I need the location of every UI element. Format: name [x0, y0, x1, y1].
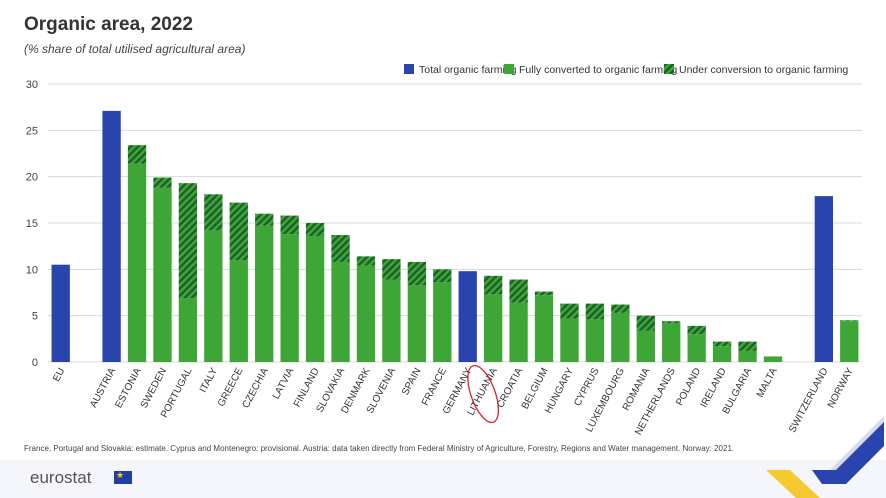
bar-fully-converted-hungary [560, 318, 579, 362]
bar-fully-converted-latvia [280, 234, 299, 362]
bar-fully-converted-ireland [712, 346, 732, 362]
bar-fully-converted-malta [763, 356, 783, 362]
bar-under-conversion-belgium [534, 291, 554, 296]
eu-flag-icon: ★ [114, 470, 132, 484]
bar-under-conversion-slovakia [331, 235, 350, 262]
bar-fully-converted-slovenia [382, 279, 401, 362]
y-tick-label: 30 [26, 79, 38, 91]
y-tick-label: 15 [26, 218, 38, 230]
bar-under-conversion-france [433, 269, 452, 283]
bar-fully-converted-france [433, 282, 452, 362]
bar-fully-converted-spain [407, 285, 427, 362]
bar-under-conversion-latvia [280, 215, 299, 235]
bar-fully-converted-croatia [509, 302, 528, 362]
bar-fully-converted-belgium [534, 295, 554, 362]
bar-fully-converted-slovakia [331, 261, 350, 362]
legend-label: Total organic farming [419, 64, 517, 76]
chart-subtitle: (% share of total utilised agricultural … [24, 42, 246, 56]
bar-under-conversion-poland [687, 325, 706, 335]
bar-fully-converted-romania [636, 330, 655, 362]
bar-under-conversion-spain [407, 261, 427, 286]
bar-fully-converted-netherlands [662, 323, 681, 362]
bar-total-eu [51, 264, 70, 362]
y-tick-label: 0 [32, 357, 38, 369]
bar-under-conversion-ireland [712, 341, 732, 347]
bar-fully-converted-bulgaria [738, 350, 757, 362]
bar-fully-converted-finland [305, 235, 325, 362]
y-tick-label: 20 [26, 172, 38, 184]
bar-under-conversion-czechia [255, 213, 274, 226]
bar-under-conversion-norway [840, 320, 859, 322]
y-tick-label: 10 [26, 264, 38, 276]
bar-under-conversion-greece [229, 202, 248, 261]
bar-fully-converted-portugal [178, 298, 198, 362]
bar-total-austria [102, 110, 121, 362]
footer-band [0, 460, 886, 498]
bar-fully-converted-cyprus [585, 319, 605, 362]
chart-title: Organic area, 2022 [24, 14, 193, 35]
bar-under-conversion-slovenia [382, 259, 401, 280]
bar-under-conversion-romania [636, 315, 655, 331]
y-tick-label: 25 [26, 125, 38, 137]
bar-fully-converted-czechia [255, 225, 274, 362]
bar-fully-converted-greece [229, 260, 248, 362]
bar-under-conversion-estonia [127, 145, 147, 164]
bar-under-conversion-portugal [178, 183, 198, 299]
bar-fully-converted-norway [840, 321, 859, 362]
bar-fully-converted-estonia [127, 163, 147, 362]
legend-label: Fully converted to organic farming [519, 64, 677, 76]
bar-under-conversion-finland [305, 223, 325, 236]
bar-fully-converted-italy [204, 230, 223, 362]
bar-under-conversion-netherlands [662, 321, 681, 324]
chart-footnote: France, Portugal and Slovakia: estimate.… [24, 444, 735, 453]
bar-fully-converted-denmark [356, 265, 376, 362]
bar-under-conversion-lithuania [483, 275, 503, 295]
bar-fully-converted-lithuania [483, 294, 503, 362]
legend-swatch [404, 64, 414, 74]
legend-swatch [504, 64, 514, 74]
highlight-circle [467, 364, 500, 424]
bar-total-switzerland [814, 196, 834, 362]
bar-fully-converted-poland [687, 334, 706, 362]
bar-under-conversion-sweden [153, 177, 172, 188]
bar-under-conversion-hungary [560, 303, 579, 319]
bar-under-conversion-cyprus [585, 303, 605, 320]
eurostat-logo: eurostat [30, 468, 92, 487]
bar-fully-converted-sweden [153, 187, 172, 362]
bar-under-conversion-croatia [509, 279, 528, 303]
bar-total-germany [458, 271, 477, 362]
bar-under-conversion-luxembourg [611, 304, 630, 313]
y-tick-label: 5 [32, 311, 38, 323]
legend-swatch [664, 64, 674, 74]
bar-under-conversion-italy [204, 194, 223, 231]
bar-under-conversion-bulgaria [738, 341, 757, 351]
legend-label: Under conversion to organic farming [679, 64, 848, 76]
bar-fully-converted-luxembourg [611, 312, 630, 362]
bar-under-conversion-denmark [356, 256, 376, 266]
